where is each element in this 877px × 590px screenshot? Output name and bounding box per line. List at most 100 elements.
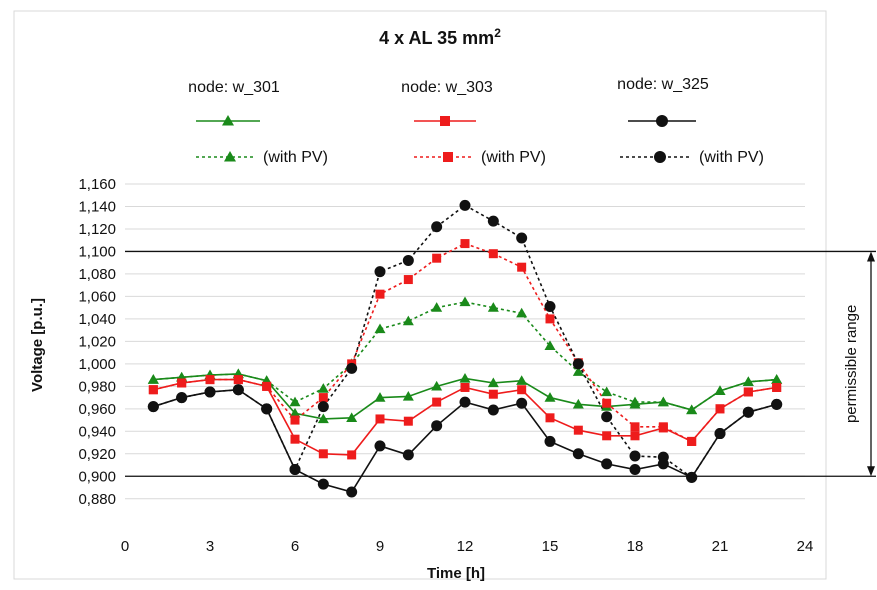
data-point xyxy=(431,302,443,312)
legend-marker xyxy=(654,151,666,163)
data-point xyxy=(459,296,471,307)
data-point xyxy=(402,449,414,461)
data-point xyxy=(602,398,612,408)
data-point xyxy=(177,378,187,388)
data-point xyxy=(317,401,329,413)
x-tick-label: 18 xyxy=(627,538,644,555)
x-tick-label: 21 xyxy=(712,538,729,555)
legend-with-pv-label: (with PV) xyxy=(699,149,764,166)
data-point xyxy=(459,396,471,408)
data-point xyxy=(687,436,697,446)
range-arrow-head-top xyxy=(867,251,875,262)
data-point xyxy=(459,372,471,383)
data-point xyxy=(629,396,641,407)
legend-with-pv-label: (with PV) xyxy=(481,149,546,166)
data-point xyxy=(742,376,754,386)
data-point xyxy=(572,398,584,409)
data-point xyxy=(544,301,556,313)
data-point xyxy=(431,380,443,391)
y-tick-label: 0,900 xyxy=(78,468,116,485)
permissible-range-annotation: permissible range xyxy=(843,251,875,477)
data-point xyxy=(488,389,498,399)
x-tick-label: 3 xyxy=(206,538,214,555)
series-line-3 xyxy=(153,301,777,411)
data-point xyxy=(346,362,358,374)
x-tick-label: 9 xyxy=(376,538,384,555)
data-point xyxy=(629,464,641,476)
data-point xyxy=(772,382,782,392)
y-tick-label: 1,140 xyxy=(78,198,116,215)
legend-marker xyxy=(224,151,236,162)
data-point xyxy=(374,440,386,452)
x-tick-label: 0 xyxy=(121,538,129,555)
series-markers xyxy=(147,199,783,498)
data-point xyxy=(233,375,243,385)
data-point xyxy=(714,428,726,440)
data-point xyxy=(488,249,498,259)
data-point xyxy=(205,375,215,385)
data-point xyxy=(289,464,301,476)
data-point xyxy=(402,390,414,401)
legend-series-name: node: w_303 xyxy=(401,79,493,96)
data-point xyxy=(572,366,584,376)
y-tick-label: 1,060 xyxy=(78,288,116,305)
data-point xyxy=(630,431,640,441)
data-point xyxy=(374,392,386,402)
data-point xyxy=(572,358,584,370)
data-point xyxy=(431,221,443,233)
permissible-range-label: permissible range xyxy=(843,305,860,423)
data-point xyxy=(318,449,328,459)
data-point xyxy=(347,450,357,460)
data-point xyxy=(743,387,753,397)
data-point xyxy=(573,425,583,435)
data-point xyxy=(262,381,272,391)
data-point xyxy=(771,398,783,410)
data-point xyxy=(517,385,527,395)
y-tick-label: 1,100 xyxy=(78,243,116,260)
data-point xyxy=(544,392,556,402)
data-point xyxy=(487,215,499,227)
data-point xyxy=(487,302,499,312)
x-tick-label: 24 xyxy=(797,538,814,555)
data-point xyxy=(602,431,612,441)
limit-lines xyxy=(125,250,876,477)
legend: node: w_301 node: w_303 node: w_325 (with P… xyxy=(188,76,764,166)
data-point xyxy=(629,450,641,462)
data-point xyxy=(630,422,640,432)
y-tick-label: 0,980 xyxy=(78,378,116,395)
x-tick-label: 6 xyxy=(291,538,299,555)
data-point xyxy=(232,384,244,396)
legend-marker xyxy=(443,152,453,162)
legend-marker xyxy=(440,116,450,126)
data-point xyxy=(290,434,300,444)
data-point xyxy=(403,416,413,426)
data-point xyxy=(459,199,471,211)
data-point xyxy=(601,458,613,470)
data-point xyxy=(346,412,358,422)
data-point xyxy=(317,383,329,393)
data-point xyxy=(742,406,754,418)
data-point xyxy=(545,314,555,324)
data-point xyxy=(516,375,528,385)
legend-with-pv-label: (with PV) xyxy=(263,149,328,166)
y-tick-label: 1,020 xyxy=(78,333,116,350)
data-point xyxy=(289,407,301,418)
data-point xyxy=(431,420,443,432)
data-point xyxy=(544,340,556,351)
data-point xyxy=(517,262,527,272)
data-point xyxy=(658,422,668,432)
y-tick-label: 1,040 xyxy=(78,311,116,328)
data-point xyxy=(545,413,555,423)
range-arrow-head-bottom xyxy=(867,466,875,477)
data-point xyxy=(317,413,329,424)
data-point xyxy=(147,374,159,384)
data-point xyxy=(487,404,499,416)
y-tick-labels: 0,880 0,900 0,920 0,940 0,960 0,980 1,000 1,020… xyxy=(78,176,116,508)
data-point xyxy=(460,239,470,249)
legend-series-name: node: w_325 xyxy=(617,76,709,93)
y-axis-title: Voltage [p.u.] xyxy=(29,298,46,392)
data-point xyxy=(176,392,188,404)
data-point xyxy=(289,396,301,407)
data-point xyxy=(432,253,442,263)
